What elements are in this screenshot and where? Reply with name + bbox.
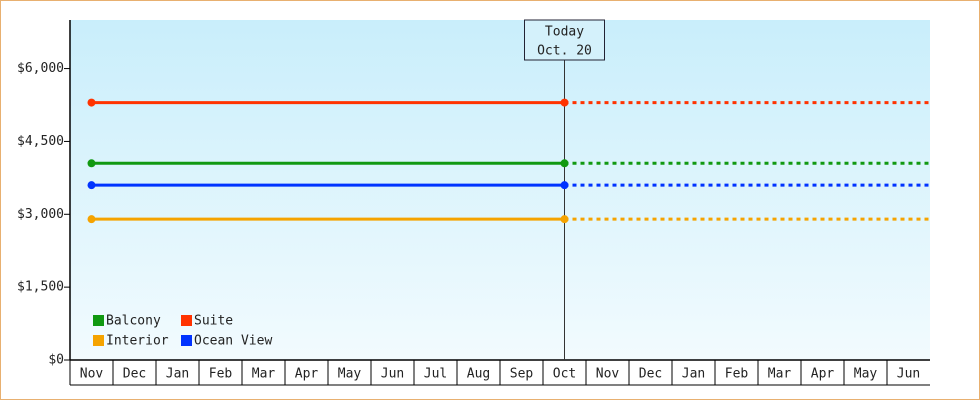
x-tick-label: Jul: [424, 367, 447, 382]
y-tick-label: $6,000: [17, 61, 64, 76]
point: [560, 98, 569, 107]
today-label: Today: [545, 25, 584, 40]
y-tick-label: $0: [48, 353, 64, 368]
x-tick-label: May: [338, 367, 362, 382]
point: [560, 159, 569, 168]
x-tick-label: Mar: [768, 367, 792, 382]
x-tick-label: Jan: [166, 367, 189, 382]
today-box: [524, 19, 605, 61]
x-tick-label: Dec: [639, 367, 662, 382]
y-tick-label: $4,500: [17, 134, 64, 149]
x-tick-label: Feb: [209, 367, 233, 382]
plot-area: [70, 20, 930, 360]
y-tick-label: $3,000: [17, 207, 64, 222]
x-tick-label: Dec: [123, 367, 146, 382]
x-tick-label: Aug: [467, 367, 490, 382]
point: [87, 215, 96, 224]
x-tick-label: Jun: [381, 367, 404, 382]
x-tick-label: Nov: [596, 367, 620, 382]
today-label: Oct. 20: [537, 44, 592, 59]
x-tick-label: Feb: [725, 367, 749, 382]
legend-swatch: [93, 315, 104, 326]
x-tick-label: Oct: [553, 367, 576, 382]
y-tick-label: $1,500: [17, 280, 64, 295]
point: [560, 181, 569, 190]
legend-label: Ocean View: [194, 334, 272, 349]
legend-label: Interior: [106, 334, 169, 349]
x-tick-label: Jun: [897, 367, 920, 382]
legend-swatch: [93, 335, 104, 346]
legend-label: Suite: [194, 314, 233, 329]
legend-swatch: [181, 315, 192, 326]
x-tick-label: Nov: [80, 367, 104, 382]
x-tick-label: Sep: [510, 367, 534, 382]
legend-swatch: [181, 335, 192, 346]
point: [87, 159, 96, 168]
x-tick-label: Jan: [682, 367, 705, 382]
legend-label: Balcony: [106, 314, 161, 329]
x-tick-label: Apr: [295, 367, 319, 382]
x-tick-label: May: [854, 367, 878, 382]
x-tick-label: Mar: [252, 367, 276, 382]
point: [87, 181, 96, 190]
x-tick-label: Apr: [811, 367, 835, 382]
point: [560, 215, 569, 224]
point: [87, 98, 96, 107]
